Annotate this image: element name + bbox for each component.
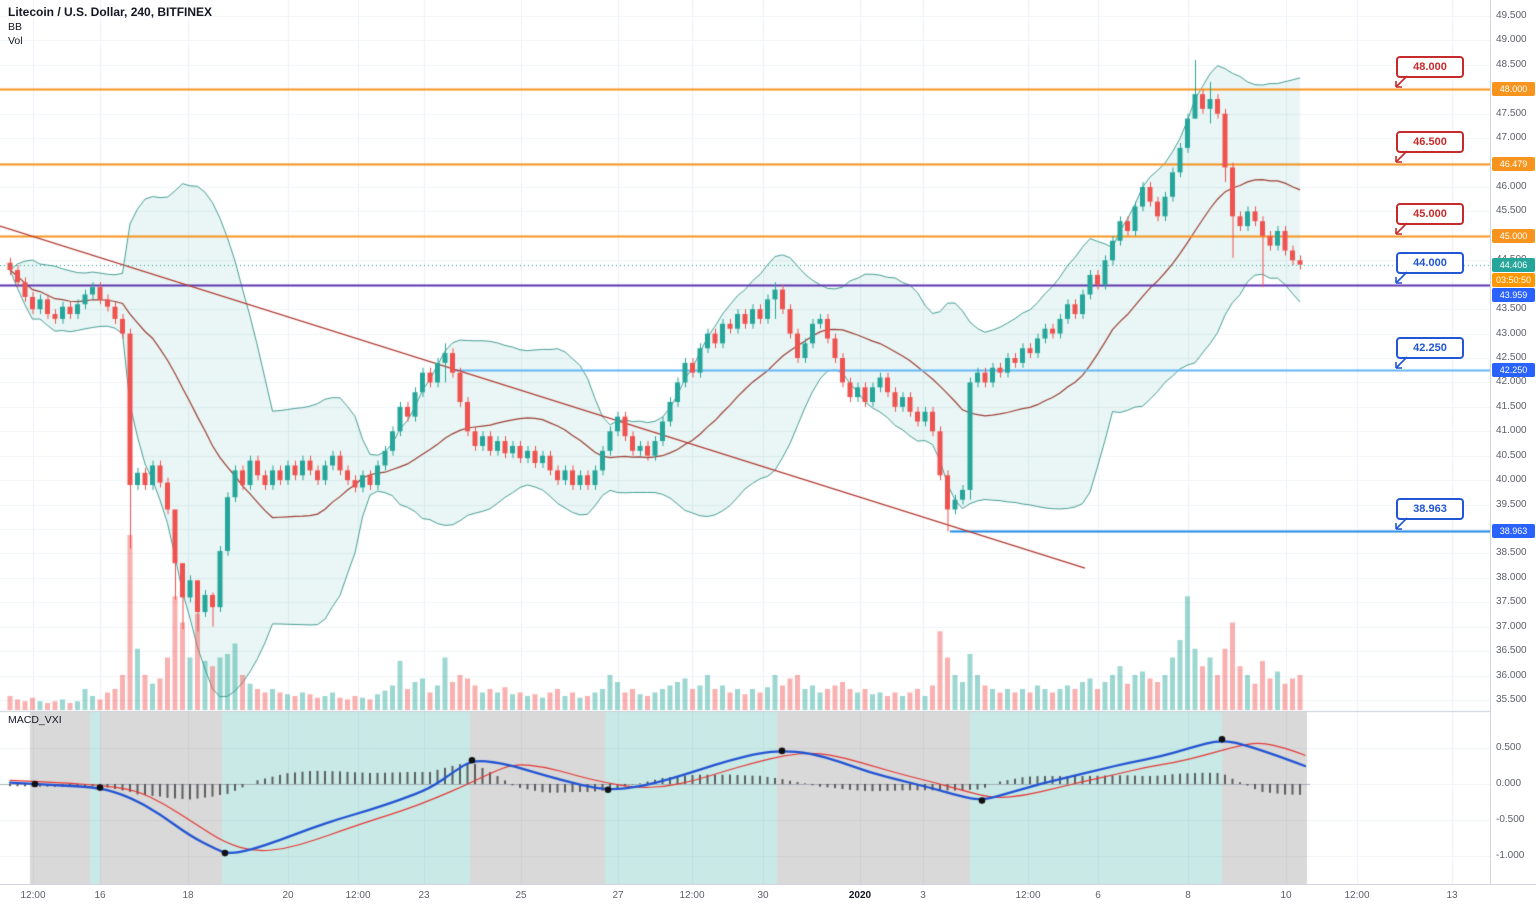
price-tick-label: 36.500: [1496, 645, 1527, 657]
price-tick-label: 47.000: [1496, 132, 1527, 144]
macd-tick-label: -0.500: [1496, 814, 1525, 825]
level-price-chip[interactable]: 43.959: [1492, 287, 1535, 302]
callout-pointer-icon: [1395, 517, 1408, 530]
price-tick-label: 47.500: [1496, 107, 1527, 119]
indicator-bb-label[interactable]: BB: [8, 21, 23, 33]
indicator-vol-label[interactable]: Vol: [8, 35, 23, 47]
price-tick-label: 41.500: [1496, 400, 1527, 412]
price-tick-label: 40.500: [1496, 449, 1527, 461]
price-callout-44.000[interactable]: 44.000: [1395, 251, 1464, 284]
macd-tick-label: 0.000: [1496, 778, 1522, 789]
time-tick-label: 2020: [848, 890, 872, 901]
price-tick-label: 41.000: [1496, 425, 1527, 437]
price-tick-label: 42.000: [1496, 376, 1527, 388]
macd-tick-label: -1.000: [1496, 850, 1525, 861]
price-axis[interactable]: 49.50049.00048.50048.00047.50047.00046.5…: [1490, 0, 1536, 884]
price-tick-label: 43.000: [1496, 327, 1527, 339]
price-tick-label: 38.000: [1496, 571, 1527, 583]
time-tick-label: 18: [182, 890, 194, 901]
callout-pointer-icon: [1395, 271, 1408, 284]
time-tick-label: 23: [418, 890, 430, 901]
level-price-chip[interactable]: 45.000: [1492, 228, 1535, 243]
price-callout-label: 38.963: [1413, 502, 1447, 515]
countdown-chip: 03:50:50: [1492, 272, 1535, 287]
price-tick-label: 37.000: [1496, 620, 1527, 632]
callout-pointer-icon: [1395, 150, 1408, 163]
callout-pointer-icon: [1395, 75, 1408, 89]
price-tick-label: 39.500: [1496, 498, 1527, 510]
price-callout-45.000[interactable]: 45.000: [1395, 202, 1464, 235]
price-callout-label: 48.000: [1413, 61, 1447, 74]
price-tick-label: 49.500: [1496, 10, 1527, 21]
price-tick-label: 49.000: [1496, 34, 1527, 46]
callout-pointer-icon: [1395, 356, 1408, 370]
level-price-chip[interactable]: 42.250: [1492, 363, 1535, 378]
time-tick-label: 20: [282, 890, 294, 901]
time-tick-label: 12:00: [1015, 890, 1041, 901]
price-tick-label: 37.500: [1496, 596, 1527, 608]
price-callout-label: 44.000: [1413, 256, 1447, 269]
price-tick-label: 35.500: [1496, 694, 1527, 705]
price-tick-label: 43.500: [1496, 303, 1527, 315]
price-callout-42.250[interactable]: 42.250: [1395, 337, 1464, 370]
level-price-chip[interactable]: 48.000: [1492, 82, 1535, 97]
price-tick-label: 48.500: [1496, 58, 1527, 70]
callout-pointer-icon: [1395, 222, 1408, 235]
price-tick-label: 46.000: [1496, 181, 1527, 192]
time-tick-label: 30: [757, 890, 769, 901]
time-tick-label: 12:00: [1344, 890, 1370, 901]
price-callout-label: 45.000: [1413, 207, 1447, 220]
macd-tick-label: 0.500: [1496, 742, 1522, 753]
price-tick-label: 40.000: [1496, 474, 1527, 486]
time-tick-label: 6: [1095, 890, 1101, 901]
time-tick-label: 12:00: [679, 890, 705, 901]
macd-legend: MACD_VXI: [8, 714, 62, 726]
price-tick-label: 38.500: [1496, 547, 1527, 559]
price-callout-46.500[interactable]: 46.500: [1395, 130, 1464, 163]
time-tick-label: 16: [94, 890, 106, 901]
macd-indicator-label[interactable]: MACD_VXI: [8, 714, 62, 726]
time-tick-label: 27: [612, 890, 624, 901]
current-price-chip: 44.406: [1492, 257, 1535, 272]
time-tick-label: 12:00: [20, 890, 46, 901]
time-tick-label: 25: [515, 890, 527, 901]
level-price-chip[interactable]: 46.479: [1492, 156, 1535, 171]
time-tick-label: 12:00: [345, 890, 371, 901]
price-tick-label: 36.000: [1496, 669, 1527, 681]
price-tick-label: 42.500: [1496, 352, 1527, 363]
level-price-chip[interactable]: 38.963: [1492, 523, 1535, 538]
time-tick-label: 10: [1280, 890, 1292, 901]
main-legend: Litecoin / U.S. Dollar, 240, BITFINEX BB…: [8, 5, 212, 47]
price-callout-label: 46.500: [1413, 135, 1447, 148]
price-tick-label: 45.500: [1496, 205, 1527, 217]
symbol-title[interactable]: Litecoin / U.S. Dollar, 240, BITFINEX: [8, 5, 213, 19]
time-axis[interactable]: 12:00 16 18 20 12:00 23 25 27 12:00 30 2020 3 12:00 6…: [0, 884, 1536, 907]
price-callout-38.963[interactable]: 38.963: [1395, 497, 1464, 530]
time-tick-label: 8: [1185, 890, 1191, 901]
price-callout-48.000[interactable]: 48.000: [1395, 56, 1464, 89]
price-callout-label: 42.250: [1413, 342, 1447, 355]
time-tick-label: 3: [920, 890, 926, 901]
time-tick-label: 13: [1446, 890, 1458, 901]
